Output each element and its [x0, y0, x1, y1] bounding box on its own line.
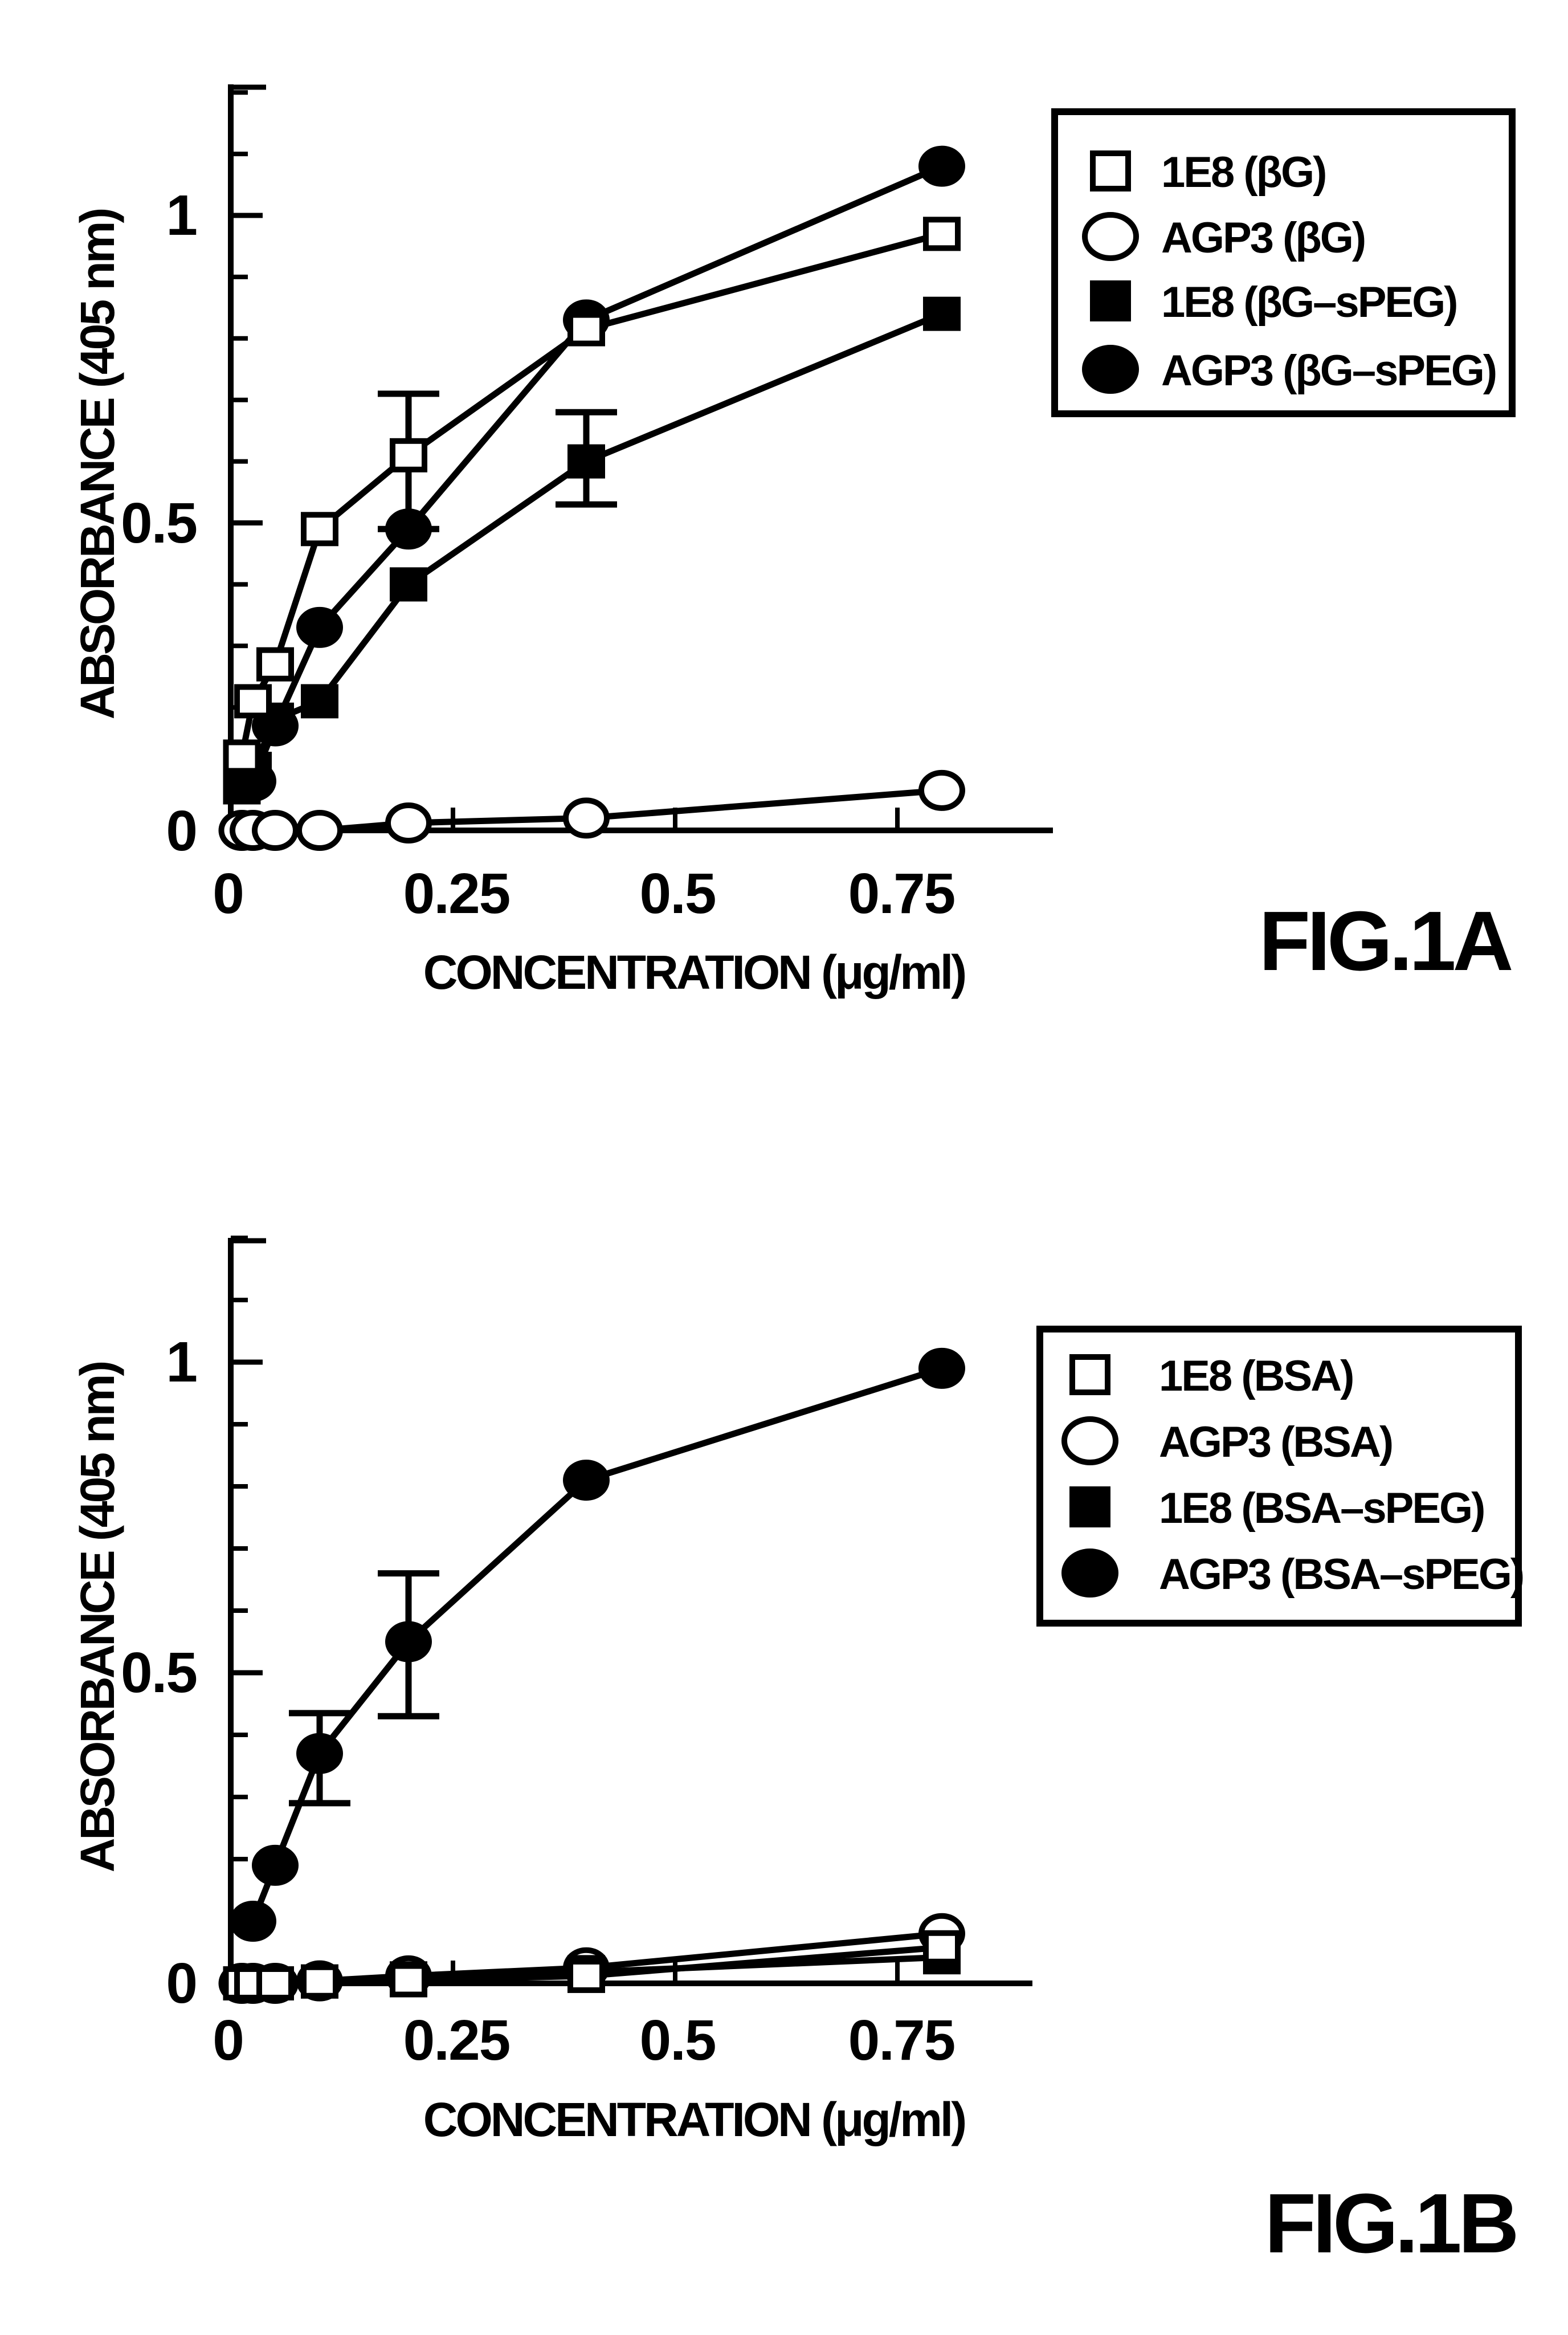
data-point-circle-filled	[918, 145, 965, 187]
fig1a-xtick-0: 0	[213, 862, 243, 926]
data-point-square-open	[567, 312, 605, 347]
fig1a-ytick-0: 0	[166, 799, 197, 863]
fig1a-caption: FIG.1A	[1259, 894, 1512, 988]
data-point-square-filled	[567, 444, 605, 479]
fig1b-xtick-025: 0.25	[403, 2008, 510, 2072]
legend-swatch-square-filled	[1069, 1486, 1110, 1527]
fig1b-caption: FIG.1B	[1265, 2177, 1516, 2271]
fig1b-legend: 1E8 (BSA) AGP3 (BSA) 1E8 (BSA–sPEG) AGP3 (B…	[1061, 1352, 1525, 1599]
fig1a-xtick-075: 0.75	[848, 862, 955, 926]
data-point-square-open	[923, 1930, 961, 1965]
legend-swatch-square-open	[1069, 1354, 1110, 1395]
data-point-square-filled	[923, 296, 961, 331]
fig1b-ytick-05: 0.5	[121, 1641, 197, 1705]
fig1b-xtick-0: 0	[213, 2008, 243, 2072]
data-point-square-filled	[390, 567, 427, 602]
fig1a-plot-area	[218, 84, 1053, 851]
fig1a-ytick-1: 1	[166, 184, 197, 247]
fig1b-yaxis-title: ABSORBANCE (405 nm)	[71, 1363, 124, 1873]
legend-label: AGP3 (βG–sPEG)	[1161, 347, 1496, 395]
fig1b-xtick-05: 0.5	[639, 2008, 715, 2072]
fig1b-plot-area	[218, 1236, 1032, 2004]
data-point-circle-open	[918, 769, 965, 811]
data-point-square-open	[301, 512, 338, 547]
legend-label: 1E8 (BSA)	[1159, 1352, 1353, 1400]
data-point-square-open	[234, 684, 272, 719]
data-point-circle-open	[252, 810, 299, 851]
legend-label: 1E8 (βG)	[1161, 148, 1325, 197]
data-point-circle-open	[296, 810, 343, 851]
legend-label: AGP3 (BSA–sPEG)	[1159, 1550, 1523, 1599]
legend-swatch-square-filled	[1090, 280, 1131, 321]
fig1a-legend-box	[1051, 108, 1516, 417]
fig1b-xtick-075: 0.75	[848, 2008, 955, 2072]
fig1b-chart: 1 0.5 0 0 0.25 0.5 0.75 CONCENTRATION (μ…	[71, 1236, 1525, 2271]
data-point-square-open	[390, 438, 427, 472]
data-point-circle-filled	[918, 1347, 965, 1389]
data-point-circle-filled	[296, 1733, 343, 1774]
fig1a-xtick-05: 0.5	[639, 862, 715, 926]
data-point-square-open	[256, 1966, 294, 2000]
data-point-square-open	[390, 1963, 427, 1998]
legend-label: AGP3 (βG)	[1161, 214, 1365, 262]
data-point-circle-filled	[563, 1460, 610, 1501]
data-point-square-filled	[301, 684, 338, 719]
data-point-square-open	[256, 647, 294, 682]
legend-swatch-circle-filled	[1061, 1548, 1118, 1598]
fig1a-legend: 1E8 (βG) AGP3 (βG) 1E8 (βG–sPEG) AGP3 (βG–s…	[1082, 148, 1497, 395]
legend-label: 1E8 (BSA–sPEG)	[1159, 1484, 1484, 1533]
series-line	[239, 311, 944, 789]
data-point-square-open	[923, 217, 961, 251]
data-point-circle-filled	[230, 1901, 276, 1942]
fig1a-xtick-025: 0.25	[403, 862, 510, 926]
fig1b-legend-box	[1036, 1326, 1522, 1627]
fig1a-chart: 1 0.5 0 0 0.25 0.5 0.75 CONCENTRATION (μ…	[71, 84, 1516, 999]
data-point-circle-filled	[385, 1621, 432, 1662]
data-point-circle-filled	[252, 1844, 299, 1886]
legend-swatch-circle-open	[1082, 212, 1139, 261]
fig1a-yaxis-title: ABSORBANCE (405 nm)	[71, 210, 124, 720]
legend-label: AGP3 (BSA)	[1159, 1418, 1392, 1466]
fig1a-xaxis-title: CONCENTRATION (μg/ml)	[423, 946, 965, 999]
legend-label: 1E8 (βG–sPEG)	[1161, 278, 1457, 327]
data-point-circle-open	[385, 802, 432, 844]
series-line	[250, 1365, 943, 1923]
legend-swatch-square-open	[1090, 150, 1131, 191]
data-point-circle-open	[563, 797, 610, 839]
legend-swatch-circle-filled	[1082, 345, 1139, 394]
data-point-square-open	[567, 1958, 605, 1993]
fig1a-ytick-05: 0.5	[121, 491, 197, 555]
fig1b-ytick-0: 0	[166, 1951, 197, 2015]
fig1b-ytick-1: 1	[166, 1330, 197, 1394]
data-point-square-open	[301, 1964, 338, 1999]
legend-swatch-circle-open	[1061, 1416, 1118, 1465]
fig1b-xaxis-title: CONCENTRATION (μg/ml)	[423, 2093, 965, 2146]
data-point-square-open	[223, 739, 261, 774]
data-point-circle-filled	[296, 606, 343, 648]
data-point-circle-filled	[385, 508, 432, 550]
